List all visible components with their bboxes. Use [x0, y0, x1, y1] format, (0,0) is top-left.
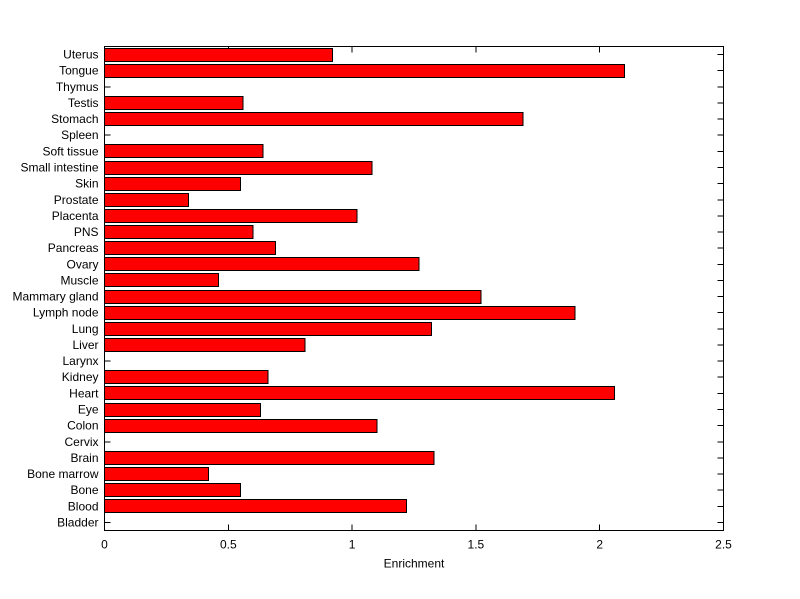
x-tick-label: 2.5 [715, 538, 732, 552]
bar-blood [104, 499, 408, 513]
y-tick-label-lung: Lung [72, 322, 99, 336]
x-tick-label: 2 [596, 538, 603, 552]
bar-pns [104, 225, 254, 239]
y-tick-label-cervix: Cervix [64, 435, 98, 449]
bar-testis [104, 96, 244, 110]
y-tick-label-blood: Blood [68, 499, 99, 513]
y-tick-label-tongue: Tongue [59, 64, 99, 78]
y-tick-label-mammary-gland: Mammary gland [12, 290, 98, 304]
y-tick-label-testis: Testis [68, 96, 99, 110]
x-tick-label: 1.5 [468, 538, 485, 552]
x-tick-label: 0 [101, 538, 108, 552]
y-tick-label-pns: PNS [74, 225, 99, 239]
bar-bone-marrow [104, 467, 209, 481]
bar-uterus [104, 48, 333, 62]
y-tick-label-muscle: Muscle [60, 273, 98, 287]
y-tick-label-lymph-node: Lymph node [33, 306, 99, 320]
axes-frame [104, 46, 724, 531]
bar-small-intestine [104, 161, 373, 175]
y-tick-label-soft-tissue: Soft tissue [42, 144, 98, 158]
bar-liver [104, 338, 306, 352]
y-tick-label-ovary: Ovary [66, 257, 98, 271]
y-tick-label-kidney: Kidney [62, 370, 99, 384]
bar-mammary-gland [104, 290, 482, 304]
x-tick-label: 0.5 [220, 538, 237, 552]
bar-lymph-node [104, 306, 576, 320]
y-tick-label-brain: Brain [70, 451, 98, 465]
y-tick-label-bone: Bone [70, 483, 98, 497]
bar-brain [104, 451, 435, 465]
x-axis-label: Enrichment [384, 557, 445, 571]
y-tick-label-bladder: Bladder [57, 515, 98, 529]
bar-muscle [104, 273, 219, 287]
y-tick-label-stomach: Stomach [51, 112, 98, 126]
y-tick-label-thymus: Thymus [56, 80, 99, 94]
y-tick-label-liver: Liver [72, 338, 98, 352]
bar-placenta [104, 209, 358, 223]
y-tick-label-heart: Heart [69, 386, 99, 400]
bar-eye [104, 403, 261, 417]
y-tick-label-skin: Skin [75, 177, 98, 191]
bar-prostate [104, 193, 190, 207]
y-tick-label-eye: Eye [78, 403, 99, 417]
bar-stomach [104, 112, 524, 126]
plot-area: 0 0.5 1 1.5 2 2.5 Uterus Tongue Thymus Testis Stom… [12, 46, 732, 571]
bar-bone [104, 483, 242, 497]
bar-soft-tissue [104, 144, 264, 158]
y-tick-label-larynx: Larynx [62, 354, 98, 368]
y-tick-label-colon: Colon [67, 419, 98, 433]
y-tick-label-small-intestine: Small intestine [20, 161, 98, 175]
bar-tongue [104, 64, 625, 78]
x-tick-label: 1 [349, 538, 356, 552]
bar-kidney [104, 370, 269, 384]
y-tick-label-spleen: Spleen [61, 128, 98, 142]
bar-heart [104, 386, 616, 400]
y-tick-label-pancreas: Pancreas [48, 241, 99, 255]
bar-colon [104, 419, 378, 433]
bar-ovary [104, 257, 420, 271]
bar-skin [104, 177, 242, 191]
bar-pancreas [104, 241, 276, 255]
y-tick-label-placenta: Placenta [52, 209, 99, 223]
bar-lung [104, 322, 432, 336]
y-tick-label-bone-marrow: Bone marrow [27, 467, 99, 481]
y-tick-label-prostate: Prostate [54, 193, 99, 207]
y-tick-label-uterus: Uterus [63, 48, 98, 62]
